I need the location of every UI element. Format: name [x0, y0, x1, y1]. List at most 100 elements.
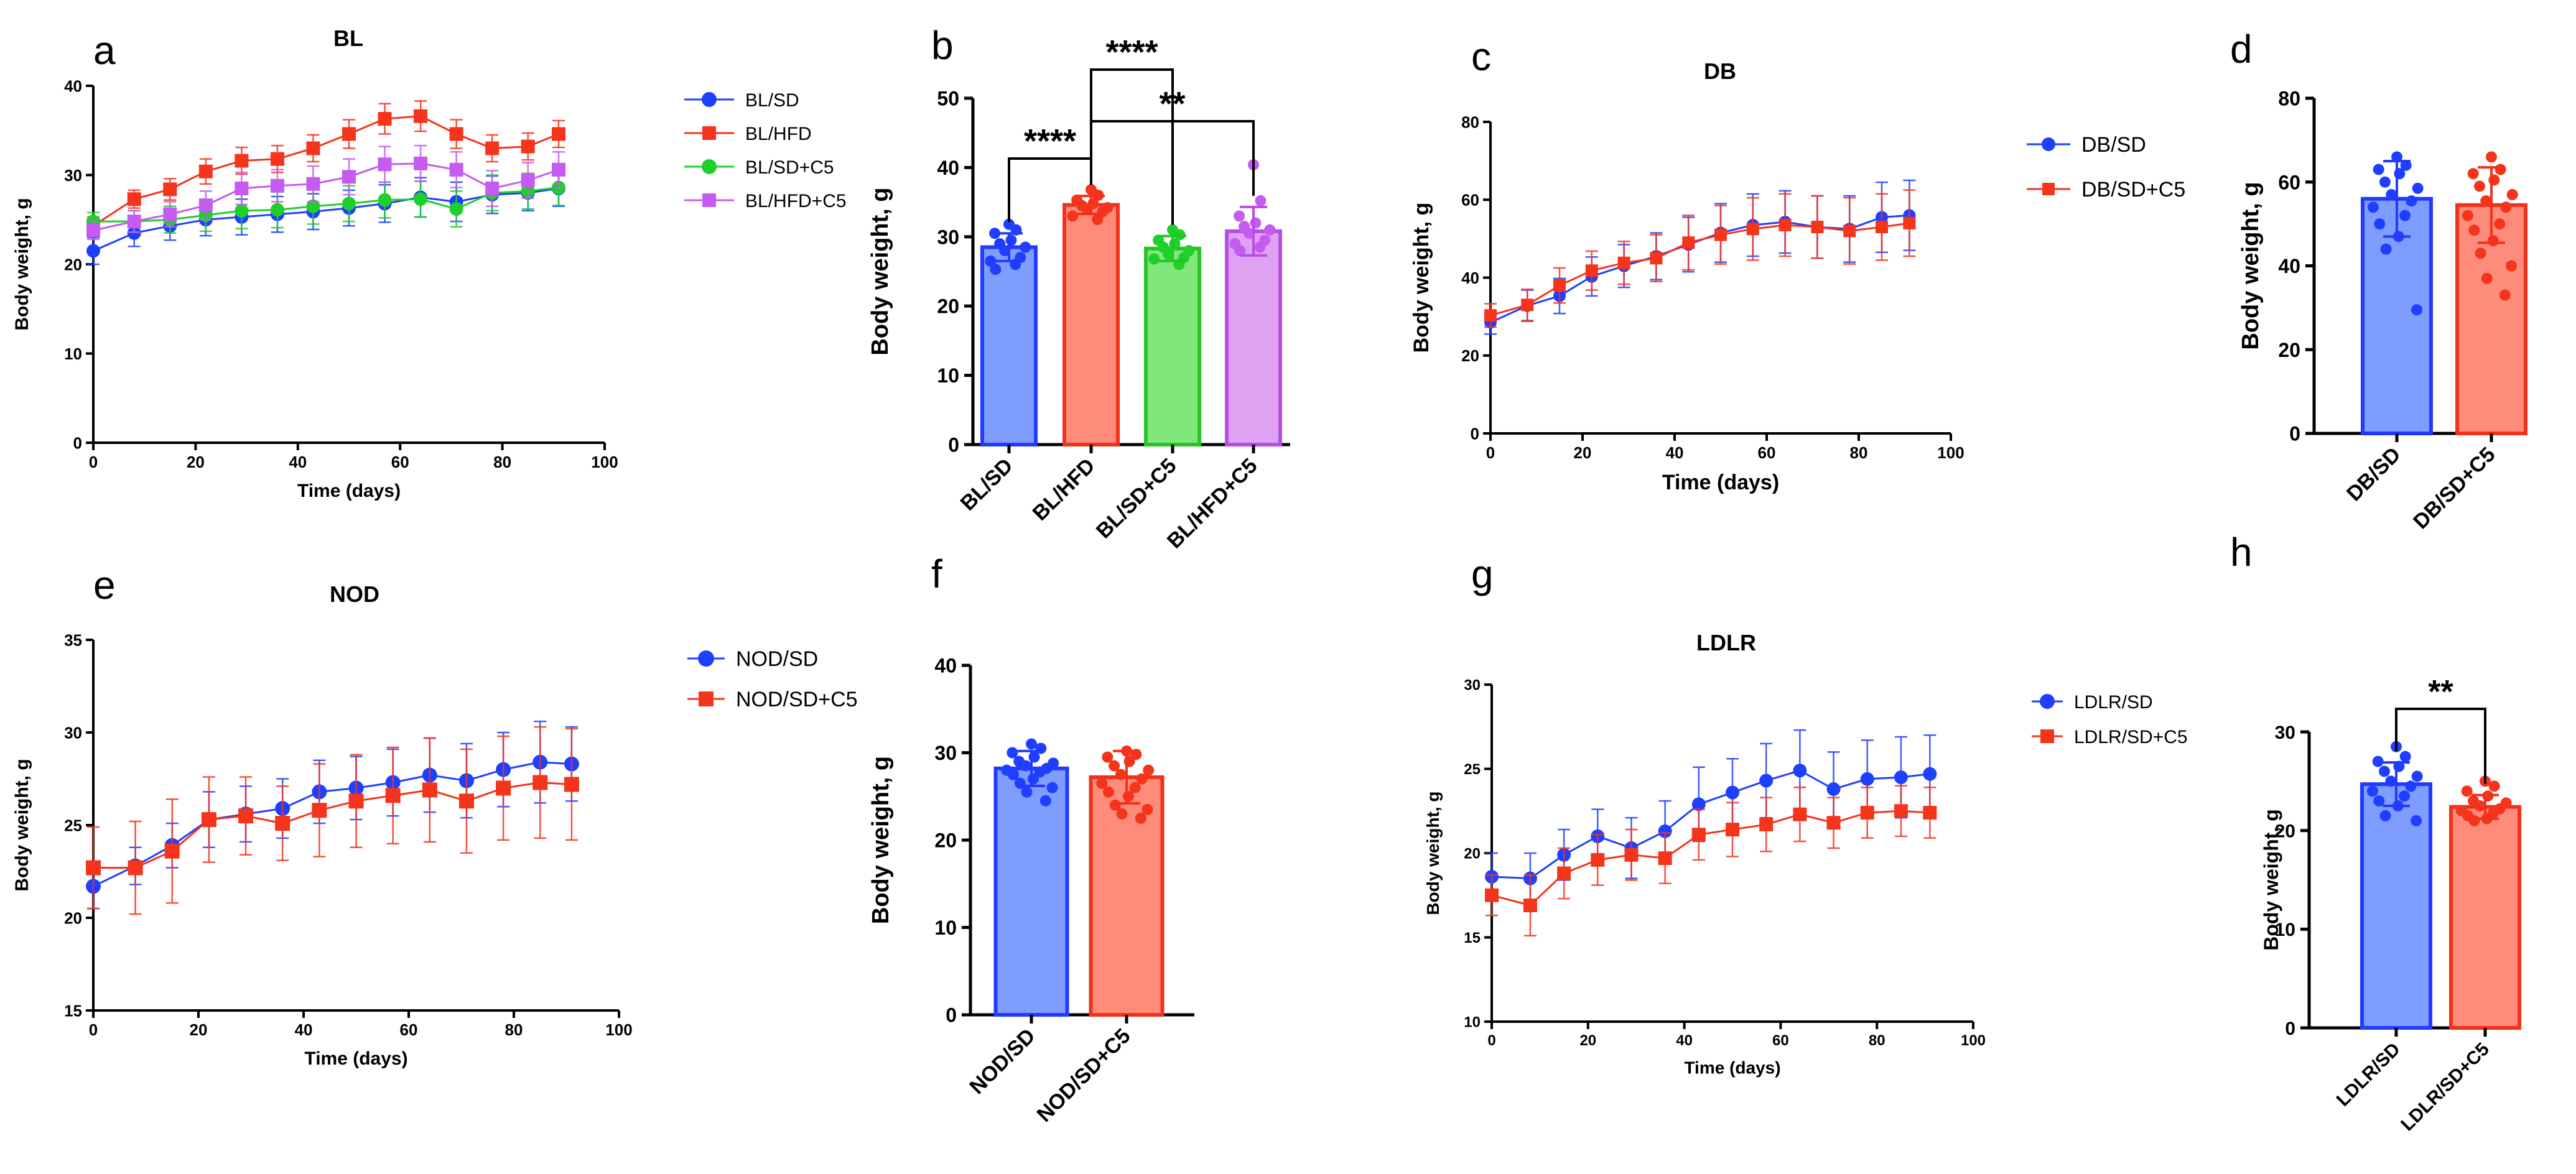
- legend-marker: [2040, 729, 2054, 743]
- significance-label: ****: [1105, 34, 1158, 71]
- data-point: [449, 162, 463, 177]
- y-tick-label: 10: [934, 917, 957, 939]
- data-point: [2411, 304, 2423, 316]
- y-tick-label: 20: [1464, 846, 1481, 862]
- x-tick-label: 100: [1937, 443, 1964, 462]
- data-point: [1658, 824, 1672, 838]
- data-point: [1255, 195, 1267, 206]
- significance-bracket: **: [2395, 674, 2486, 784]
- data-point: [2475, 247, 2486, 259]
- legend-label: DB/SD+C5: [2081, 178, 2185, 201]
- chart-a: BL 0 10 20 30 40 0 20 40 60 80 100 Time (days) Body w…: [12, 25, 847, 501]
- data-point: [306, 141, 320, 155]
- bar: [1062, 203, 1120, 446]
- data-point: [2385, 775, 2397, 787]
- data-point: [496, 780, 511, 796]
- chart-title: NOD: [330, 581, 379, 607]
- data-point: [1039, 795, 1051, 807]
- data-point: [990, 264, 1002, 275]
- data-point: [1557, 866, 1571, 880]
- data-point: [1129, 782, 1141, 793]
- legend-marker: [698, 650, 714, 667]
- panel-letter-a: a: [93, 28, 116, 73]
- y-tick-label: 25: [1464, 761, 1481, 778]
- bar: [993, 766, 1069, 1017]
- x-tick-label: 20: [187, 453, 205, 471]
- panel-h: h 0 10 20 30 Body weight, g LDLR/SDLDLR/SD+C5…: [2230, 530, 2521, 1135]
- significance-bracket: ****: [1008, 122, 1092, 223]
- data-point: [2500, 201, 2512, 213]
- data-point: [86, 860, 101, 876]
- y-axis-label: Body weight, g: [2238, 182, 2264, 349]
- panel-e: e NOD 15 20 25 30 35 0 20 40 60 80 100 Time (days) Bo…: [12, 563, 858, 1069]
- legend-item: BL/SD: [684, 90, 799, 111]
- data-point: [1726, 785, 1739, 800]
- y-tick-label: 15: [1464, 930, 1481, 946]
- series-BL/HFD: [86, 100, 566, 236]
- data-point: [532, 775, 548, 790]
- x-tick-label: 20: [1579, 1032, 1596, 1049]
- series-DB/SD+C5: [1484, 189, 1916, 328]
- data-point: [1020, 760, 1031, 772]
- legend-item: DB/SD+C5: [2027, 178, 2185, 201]
- data-point: [163, 182, 177, 196]
- data-point: [1894, 770, 1908, 785]
- data-point: [1521, 298, 1534, 312]
- data-point: [999, 245, 1011, 257]
- x-tick-label: 40: [295, 1020, 313, 1039]
- data-point: [1650, 252, 1663, 265]
- legend-item: BL/HFD: [684, 124, 812, 144]
- x-tick-label: 80: [1869, 1032, 1886, 1049]
- significance-label: **: [1159, 85, 1185, 122]
- significance-label: **: [2428, 674, 2453, 710]
- data-point: [270, 152, 284, 166]
- data-point: [1523, 899, 1537, 913]
- legend-item: NOD/SD: [687, 647, 818, 671]
- y-tick-label: 30: [64, 723, 82, 742]
- data-point: [2412, 182, 2424, 194]
- y-tick-label: 20: [1461, 346, 1479, 365]
- data-point: [1008, 769, 1020, 780]
- bar-group-DB/SD: DB/SD: [2342, 151, 2433, 506]
- data-point: [2468, 224, 2480, 236]
- data-point: [1234, 245, 1246, 257]
- data-point: [1485, 888, 1499, 902]
- series-BL/SD+C5: [86, 169, 566, 234]
- significance-label: ****: [1024, 122, 1076, 160]
- x-tick-label: 100: [591, 453, 618, 471]
- data-point: [275, 816, 291, 831]
- data-point: [235, 154, 249, 168]
- data-point: [1658, 851, 1672, 866]
- data-point: [1143, 764, 1155, 776]
- data-point: [2379, 810, 2391, 821]
- data-point: [2468, 815, 2480, 826]
- data-point: [1793, 807, 1807, 821]
- chart-g: LDLR 10 15 20 25 30 0 20 40 60 80 100 Time (days) Bod…: [1423, 630, 2188, 1078]
- y-tick-label: 40: [64, 76, 82, 95]
- data-point: [2374, 218, 2386, 230]
- y-tick-label: 20: [937, 295, 959, 318]
- data-point: [1148, 253, 1160, 265]
- x-tick-label: 60: [400, 1020, 418, 1039]
- y-tick-label: 20: [2275, 821, 2295, 841]
- x-tick-label: 0: [1487, 1032, 1495, 1049]
- legend-label: LDLR/SD: [2074, 692, 2153, 713]
- data-point: [1005, 234, 1017, 246]
- data-point: [1096, 777, 1108, 789]
- data-point: [1092, 213, 1104, 225]
- bracket-line: [1090, 120, 1255, 196]
- legend-label: NOD/SD: [736, 647, 818, 671]
- data-point: [1020, 241, 1031, 253]
- data-point: [1135, 812, 1146, 824]
- y-tick-label: 10: [64, 344, 82, 363]
- data-point: [1264, 224, 1276, 236]
- panel-letter-e: e: [93, 563, 116, 608]
- y-axis-label: Body weight, g: [1423, 791, 1443, 915]
- data-point: [552, 127, 566, 141]
- panel-letter-g: g: [1471, 552, 1494, 596]
- data-point: [1174, 229, 1186, 241]
- data-point: [1691, 828, 1706, 842]
- data-point: [2379, 176, 2391, 188]
- data-point: [1691, 797, 1706, 811]
- x-tick-label: 60: [1772, 1032, 1789, 1049]
